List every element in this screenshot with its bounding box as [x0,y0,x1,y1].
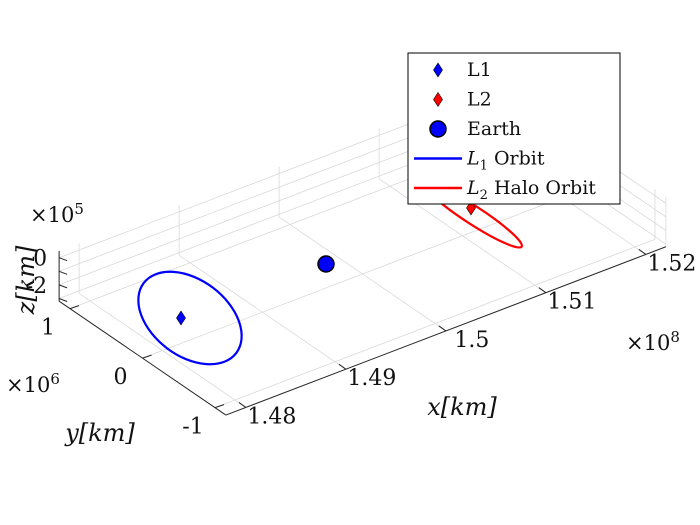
grid-line-y [214,238,656,409]
z-multiplier: ×105 [30,200,84,227]
x-axis-label: x[km] [427,393,497,421]
z-axis-label: z[km] [12,245,40,315]
legend-label: L1 Orbit [466,148,545,174]
z-tick-label: 0 [33,247,47,272]
legend-item: L2 [433,89,492,111]
legend-item: L2 Halo Orbit [414,177,596,203]
x-tick [338,363,347,370]
y-multiplier: ×106 [6,370,60,397]
z-tick [58,284,68,289]
y-tick [69,305,80,310]
z-tick [58,257,68,262]
x-tick-label: 1.49 [347,366,396,391]
legend-symbol [429,120,447,138]
y-tick-label: -1 [182,415,203,440]
x-multiplier: ×108 [626,328,680,355]
z-tick-label: -2 [26,274,47,299]
x-tick [638,249,647,255]
legend: L1 L2 Earth L1 Orbit L2 Halo Orbit [407,52,621,205]
legend-item: Earth [429,118,521,140]
legend-label: Earth [467,118,521,140]
x-tick-label: 1.51 [547,290,596,315]
x-tick-label: 1.5 [454,328,489,353]
x-tick [538,287,547,294]
y-axis-line [58,300,227,416]
legend-symbol [433,91,443,108]
y-tick-label: 0 [114,365,128,390]
legend-symbol [433,62,443,78]
z-tick [58,298,68,302]
x-tick-label: 1.48 [247,404,296,429]
legend-label: L2 Halo Orbit [466,177,596,203]
point-l1 [176,310,186,326]
grid-line-y [142,189,583,359]
y-axis-label: y[km] [64,419,135,447]
axes: 1.481.491.51.511.52-101-20 [26,246,696,440]
z-tick [58,270,68,275]
y-tick [214,404,225,409]
y-tick [142,354,152,359]
x-tick [238,402,247,408]
legend-item: L1 [433,59,492,81]
legend-item: L1 Orbit [414,148,545,174]
legend-label: L2 [467,89,492,111]
legend-label: L1 [467,59,492,81]
series-line-1 [137,270,243,366]
y-tick-label: 1 [41,316,55,341]
x-tick-label: 1.52 [647,251,696,276]
point-earth [317,255,335,273]
x-tick [438,325,447,332]
